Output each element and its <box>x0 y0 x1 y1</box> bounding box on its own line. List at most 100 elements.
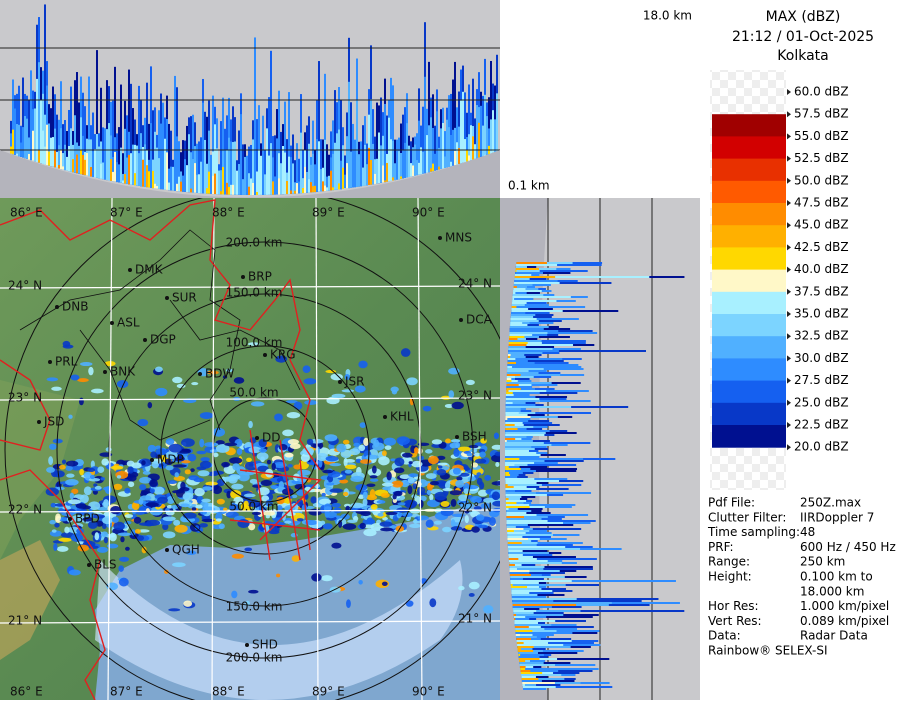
echo <box>183 492 194 500</box>
echo-row <box>516 268 539 270</box>
echo-row <box>506 392 513 394</box>
echo-row <box>514 618 529 620</box>
echo <box>429 494 433 501</box>
echo-row <box>511 590 552 592</box>
echo-column <box>86 153 88 176</box>
echo-column <box>26 119 28 159</box>
echo-column <box>368 148 370 185</box>
city-dot <box>455 435 459 439</box>
echo-column <box>424 77 426 173</box>
echo <box>68 415 72 419</box>
echo-row <box>505 482 536 484</box>
echo <box>282 429 294 436</box>
echo <box>168 608 180 611</box>
echo-row <box>505 412 518 414</box>
echo-row <box>505 436 526 438</box>
echo-row <box>511 588 541 590</box>
echo-row <box>507 364 533 366</box>
echo-column <box>226 183 228 195</box>
echo <box>331 503 341 508</box>
city-dot <box>383 415 387 419</box>
echo-column <box>322 181 324 191</box>
echo-column <box>308 179 310 192</box>
echo-column <box>90 167 92 177</box>
echo-row <box>513 612 533 614</box>
echo-row <box>517 642 524 644</box>
info-value: 1.000 km/pixel <box>800 599 889 613</box>
echo-row <box>506 404 536 406</box>
echo-row <box>508 346 525 348</box>
echo <box>326 482 334 485</box>
info-label: Pdf File: <box>708 496 755 510</box>
legend-label: 55.0 dBZ <box>794 129 849 143</box>
echo-row <box>505 416 530 418</box>
echo-row <box>505 476 517 478</box>
echo-column <box>264 174 266 195</box>
echo-column <box>56 152 58 168</box>
echo-column <box>186 165 188 192</box>
city-dot <box>255 436 259 440</box>
echo-row <box>514 616 525 618</box>
echo-column <box>16 154 18 156</box>
echo <box>453 468 461 475</box>
echo-column <box>252 183 254 195</box>
echo <box>321 493 325 497</box>
echo <box>62 460 66 464</box>
echo-row <box>519 658 540 660</box>
echo <box>428 456 439 464</box>
echo-column <box>94 149 96 177</box>
echo-row <box>509 338 517 340</box>
longitude-label: 90° E <box>412 685 445 699</box>
echo-row <box>508 554 522 556</box>
echo <box>279 481 284 489</box>
echo-row <box>513 294 544 296</box>
echo-row <box>516 266 527 268</box>
echo-row <box>509 342 528 344</box>
echo <box>118 565 124 572</box>
echo-column <box>248 187 250 195</box>
echo <box>385 445 392 450</box>
echo <box>451 519 456 526</box>
longitude-label: 89° E <box>312 685 345 699</box>
echo-column <box>382 165 384 182</box>
info-label: Clutter Filter: <box>708 510 786 524</box>
echo-column <box>130 153 132 184</box>
echo <box>426 473 437 479</box>
echo-column <box>16 124 18 156</box>
echo <box>332 394 346 398</box>
city-label: MNS <box>445 231 472 245</box>
echo-row <box>506 384 518 386</box>
echo-column <box>456 159 458 164</box>
legend-label: 20.0 dBZ <box>794 440 849 454</box>
echo-row <box>519 660 525 662</box>
echo <box>495 462 499 467</box>
datetime: 21:12 / 01-Oct-2025 <box>732 29 874 45</box>
echo <box>150 451 157 458</box>
echo <box>79 469 84 475</box>
echo <box>125 547 130 551</box>
echo-row <box>513 610 536 612</box>
echo <box>232 463 240 470</box>
city-label: DGP <box>150 333 176 347</box>
echo-column <box>140 133 142 186</box>
echo-column <box>426 135 428 173</box>
echo-column <box>148 171 150 187</box>
echo-column <box>112 172 114 181</box>
info-value: 250Z.max <box>800 496 861 510</box>
echo-row <box>505 468 521 470</box>
echo-row <box>505 430 550 432</box>
echo-column <box>450 135 452 166</box>
echo <box>80 362 93 366</box>
echo-row <box>508 552 549 554</box>
echo-column <box>412 165 414 176</box>
echo-column <box>358 154 360 186</box>
echo-column <box>414 145 416 176</box>
echo-column <box>434 154 436 171</box>
echo <box>196 451 206 454</box>
echo <box>345 465 356 470</box>
echo-row <box>520 664 555 666</box>
echo <box>135 529 141 534</box>
echo-column <box>22 127 24 157</box>
echo <box>154 487 165 495</box>
echo-column <box>344 175 346 189</box>
